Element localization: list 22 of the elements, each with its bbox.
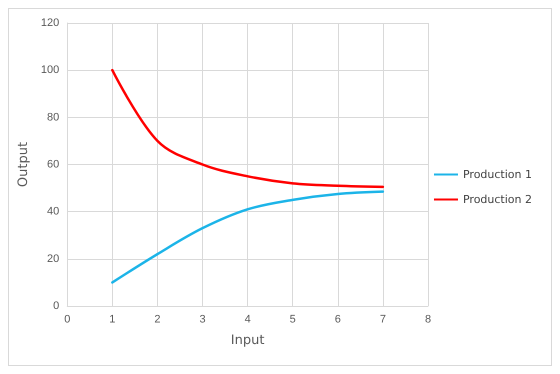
y-axis-title: Output xyxy=(16,142,31,188)
line-series xyxy=(111,190,384,284)
x-tick-label: 0 xyxy=(64,314,70,326)
y-tick-label: 60 xyxy=(47,158,60,170)
y-tick-label: 40 xyxy=(47,206,60,218)
legend-label: Production 2 xyxy=(462,193,532,206)
x-tick-label: 8 xyxy=(424,314,432,326)
y-tick-label: 120 xyxy=(40,17,60,29)
line-series xyxy=(111,68,384,188)
x-tick-label: 3 xyxy=(199,314,206,326)
x-axis-title: Input xyxy=(230,333,264,348)
x-tick-label: 2 xyxy=(154,314,160,326)
y-tick-label: 0 xyxy=(53,300,60,312)
x-tick-label: 4 xyxy=(244,314,251,326)
y-tick-label: 100 xyxy=(40,64,60,76)
y-tick-label: 20 xyxy=(47,252,60,265)
x-tick-label: 1 xyxy=(109,314,116,326)
y-tick-label: 80 xyxy=(47,111,60,124)
x-tick-label: 6 xyxy=(334,314,341,326)
x-tick-label: 7 xyxy=(380,314,386,326)
x-tick-label: 5 xyxy=(290,314,296,326)
legend-label: Production 1 xyxy=(462,168,532,181)
